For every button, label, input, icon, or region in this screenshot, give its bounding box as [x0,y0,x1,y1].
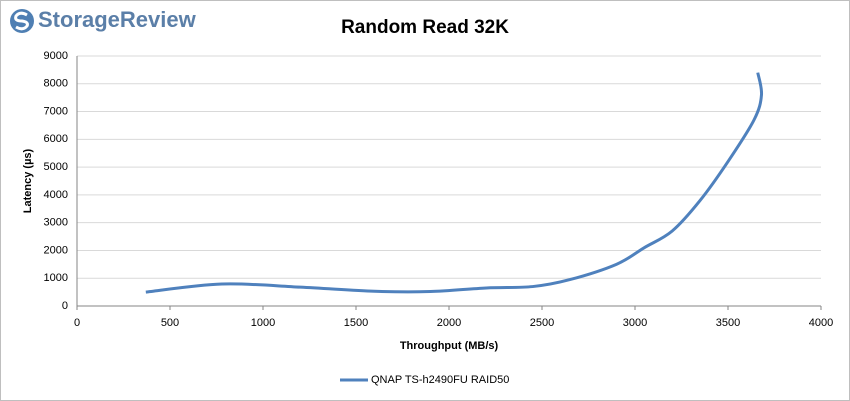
y-tick-label: 9000 [44,50,68,62]
x-tick-label: 3000 [623,317,647,329]
y-tick-label: 6000 [44,133,68,145]
x-tick-label: 4000 [809,317,833,329]
y-tick-label: 1000 [44,272,68,284]
series-line [145,72,764,294]
x-tick-label: 0 [74,317,80,329]
x-axis-label: Throughput (MB/s) [400,340,499,352]
y-tick-label: 4000 [44,189,68,201]
y-tick-label: 8000 [44,78,68,90]
y-tick-label: 0 [62,300,68,312]
chart-title: Random Read 32K [341,17,509,38]
x-tick-label: 1000 [251,317,275,329]
y-tick-label: 7000 [44,105,68,117]
x-tick-label: 3500 [716,317,740,329]
legend-label: QNAP TS-h2490FU RAID50 [371,374,509,386]
y-tick-label: 5000 [44,161,68,173]
logo-icon-s [14,11,29,31]
logo: StorageReview [10,7,197,33]
y-tick-label: 3000 [44,217,68,229]
x-tick-label: 500 [161,317,179,329]
x-tick-label: 1500 [344,317,368,329]
logo-text: StorageReview [38,7,197,32]
y-tick-label: 2000 [44,244,68,256]
y-axis-label: Latency (µs) [22,148,34,213]
x-tick-label: 2500 [530,317,554,329]
x-tick-label: 2000 [437,317,461,329]
